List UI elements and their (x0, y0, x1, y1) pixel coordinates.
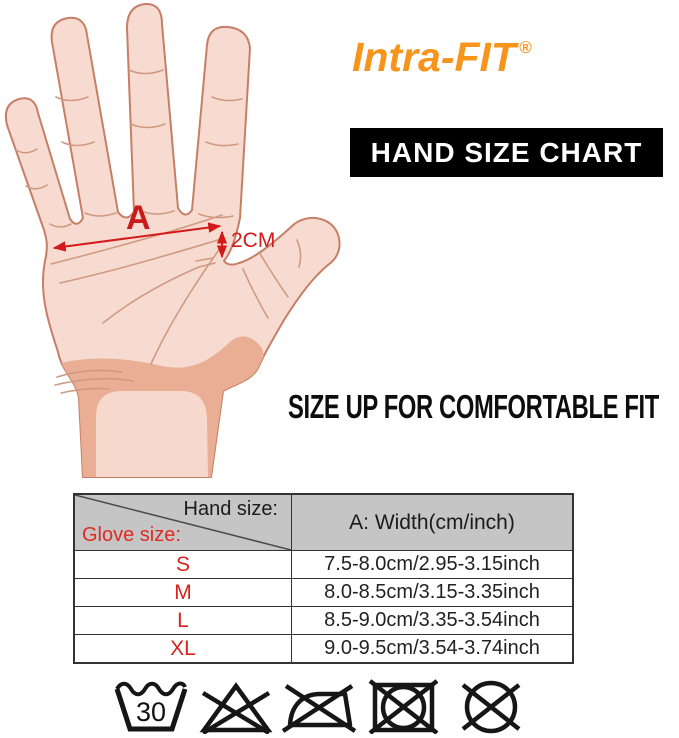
size-table-header: Hand size: Glove size: A: Width(cm/inch) (75, 495, 572, 550)
do-not-iron-icon (282, 684, 357, 733)
glove-size-value: S (75, 551, 292, 578)
brand-logo: Intra-FIT ® (352, 34, 532, 81)
wash-temp-label: 30 (136, 697, 166, 727)
width-range-value: 8.5-9.0cm/3.35-3.54inch (324, 609, 540, 631)
glove-size-value: M (75, 579, 292, 606)
subtitle: SIZE UP FOR COMFORTABLE FIT (288, 388, 659, 425)
offset-label: 2CM (231, 229, 275, 252)
table-row: M 8.0-8.5cm/3.15-3.35inch (75, 578, 572, 606)
do-not-bleach-icon (199, 682, 273, 734)
diagonal-divider (75, 495, 291, 550)
width-range-value: 7.5-8.0cm/2.95-3.15inch (324, 553, 540, 575)
width-label: A (126, 199, 151, 237)
glove-size-label: Glove size: (82, 524, 181, 546)
banner-text: HAND SIZE CHART (370, 136, 643, 168)
corner-cell: Hand size: Glove size: (75, 495, 292, 550)
brand-name: Intra-FIT (352, 34, 516, 80)
hand-size-label: Hand size: (183, 498, 279, 520)
glove-size-value: L (75, 607, 292, 634)
hand-illustration: A 2CM (4, 2, 341, 478)
glove-size-value: XL (75, 635, 292, 662)
table-row: XL 9.0-9.5cm/3.54-3.74inch (75, 634, 572, 662)
width-column-header: A: Width(cm/inch) (349, 510, 515, 534)
do-not-tumble-dry-icon (368, 679, 439, 734)
width-arrow (52, 222, 222, 252)
width-range-value: 9.0-9.5cm/3.54-3.74inch (324, 637, 540, 659)
care-icons-row: 30 (112, 678, 530, 734)
table-row: S 7.5-8.0cm/2.95-3.15inch (75, 550, 572, 578)
wash-30-icon: 30 (114, 681, 188, 732)
title-banner: HAND SIZE CHART (350, 128, 663, 177)
table-row: L 8.5-9.0cm/3.35-3.54inch (75, 606, 572, 634)
do-not-dry-clean-icon (461, 680, 521, 734)
size-table: Hand size: Glove size: A: Width(cm/inch)… (73, 493, 574, 664)
width-range-value: 8.0-8.5cm/3.15-3.35inch (324, 581, 540, 603)
registered-trademark: ® (518, 38, 532, 57)
measurement-annotations: A 2CM (52, 199, 275, 259)
